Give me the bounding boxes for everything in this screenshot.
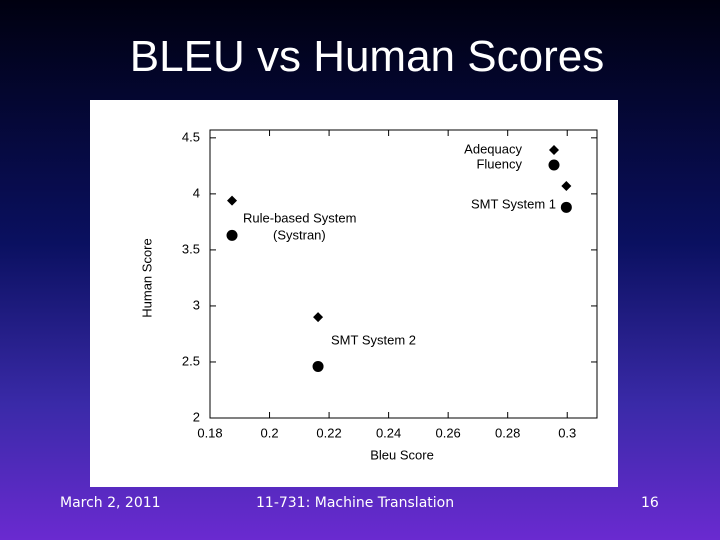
annotation: Rule-based System <box>243 210 356 225</box>
slide-title: BLEU vs Human Scores <box>129 32 605 81</box>
annotation: SMT System 2 <box>331 332 416 347</box>
y-axis-label: Human Score <box>139 238 154 317</box>
x-tick-label: 0.26 <box>435 425 460 440</box>
x-tick-label: 0.22 <box>316 425 341 440</box>
y-tick-label: 2 <box>193 409 200 424</box>
y-tick-label: 2.5 <box>182 353 200 368</box>
point <box>226 229 238 241</box>
point <box>313 312 324 323</box>
annotation: (Systran) <box>273 227 326 242</box>
x-tick-label: 0.28 <box>495 425 520 440</box>
point <box>561 181 572 192</box>
y-tick-label: 3.5 <box>182 241 200 256</box>
chart-panel <box>90 100 618 487</box>
footer-date: March 2, 2011 <box>60 495 161 511</box>
x-tick-label: 0.18 <box>197 425 222 440</box>
point <box>560 201 572 213</box>
y-tick-label: 4.5 <box>182 129 200 144</box>
footer-page: 16 <box>641 495 659 511</box>
y-tick-label: 4 <box>193 185 200 200</box>
point <box>227 195 238 206</box>
footer-course: 11-731: Machine Translation <box>256 495 455 511</box>
legend-marker <box>549 145 559 155</box>
x-tick-label: 0.3 <box>558 425 576 440</box>
x-axis-label: Bleu Score <box>370 447 434 462</box>
annotation: SMT System 1 <box>471 196 556 211</box>
legend-label: Adequacy <box>464 141 522 156</box>
y-tick-label: 3 <box>193 297 200 312</box>
x-tick-label: 0.24 <box>376 425 401 440</box>
legend-label: Fluency <box>476 156 522 171</box>
x-tick-label: 0.2 <box>260 425 278 440</box>
plot-frame <box>209 129 598 419</box>
point <box>312 360 324 372</box>
legend-marker <box>548 159 560 171</box>
